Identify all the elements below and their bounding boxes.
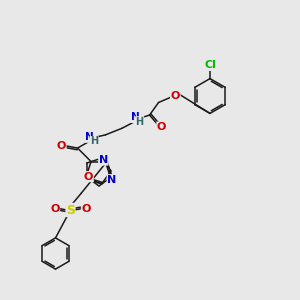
Text: O: O [84, 172, 93, 182]
Text: O: O [81, 203, 91, 214]
Text: N: N [107, 175, 116, 185]
Text: O: O [157, 122, 166, 132]
Text: N: N [85, 132, 94, 142]
Text: O: O [57, 141, 66, 151]
Text: H: H [90, 136, 98, 146]
Text: N: N [99, 155, 108, 165]
Text: O: O [171, 91, 180, 100]
Text: N: N [131, 112, 140, 122]
Text: H: H [136, 117, 144, 127]
Text: S: S [66, 203, 75, 217]
Text: Cl: Cl [204, 60, 216, 70]
Text: O: O [50, 203, 60, 214]
